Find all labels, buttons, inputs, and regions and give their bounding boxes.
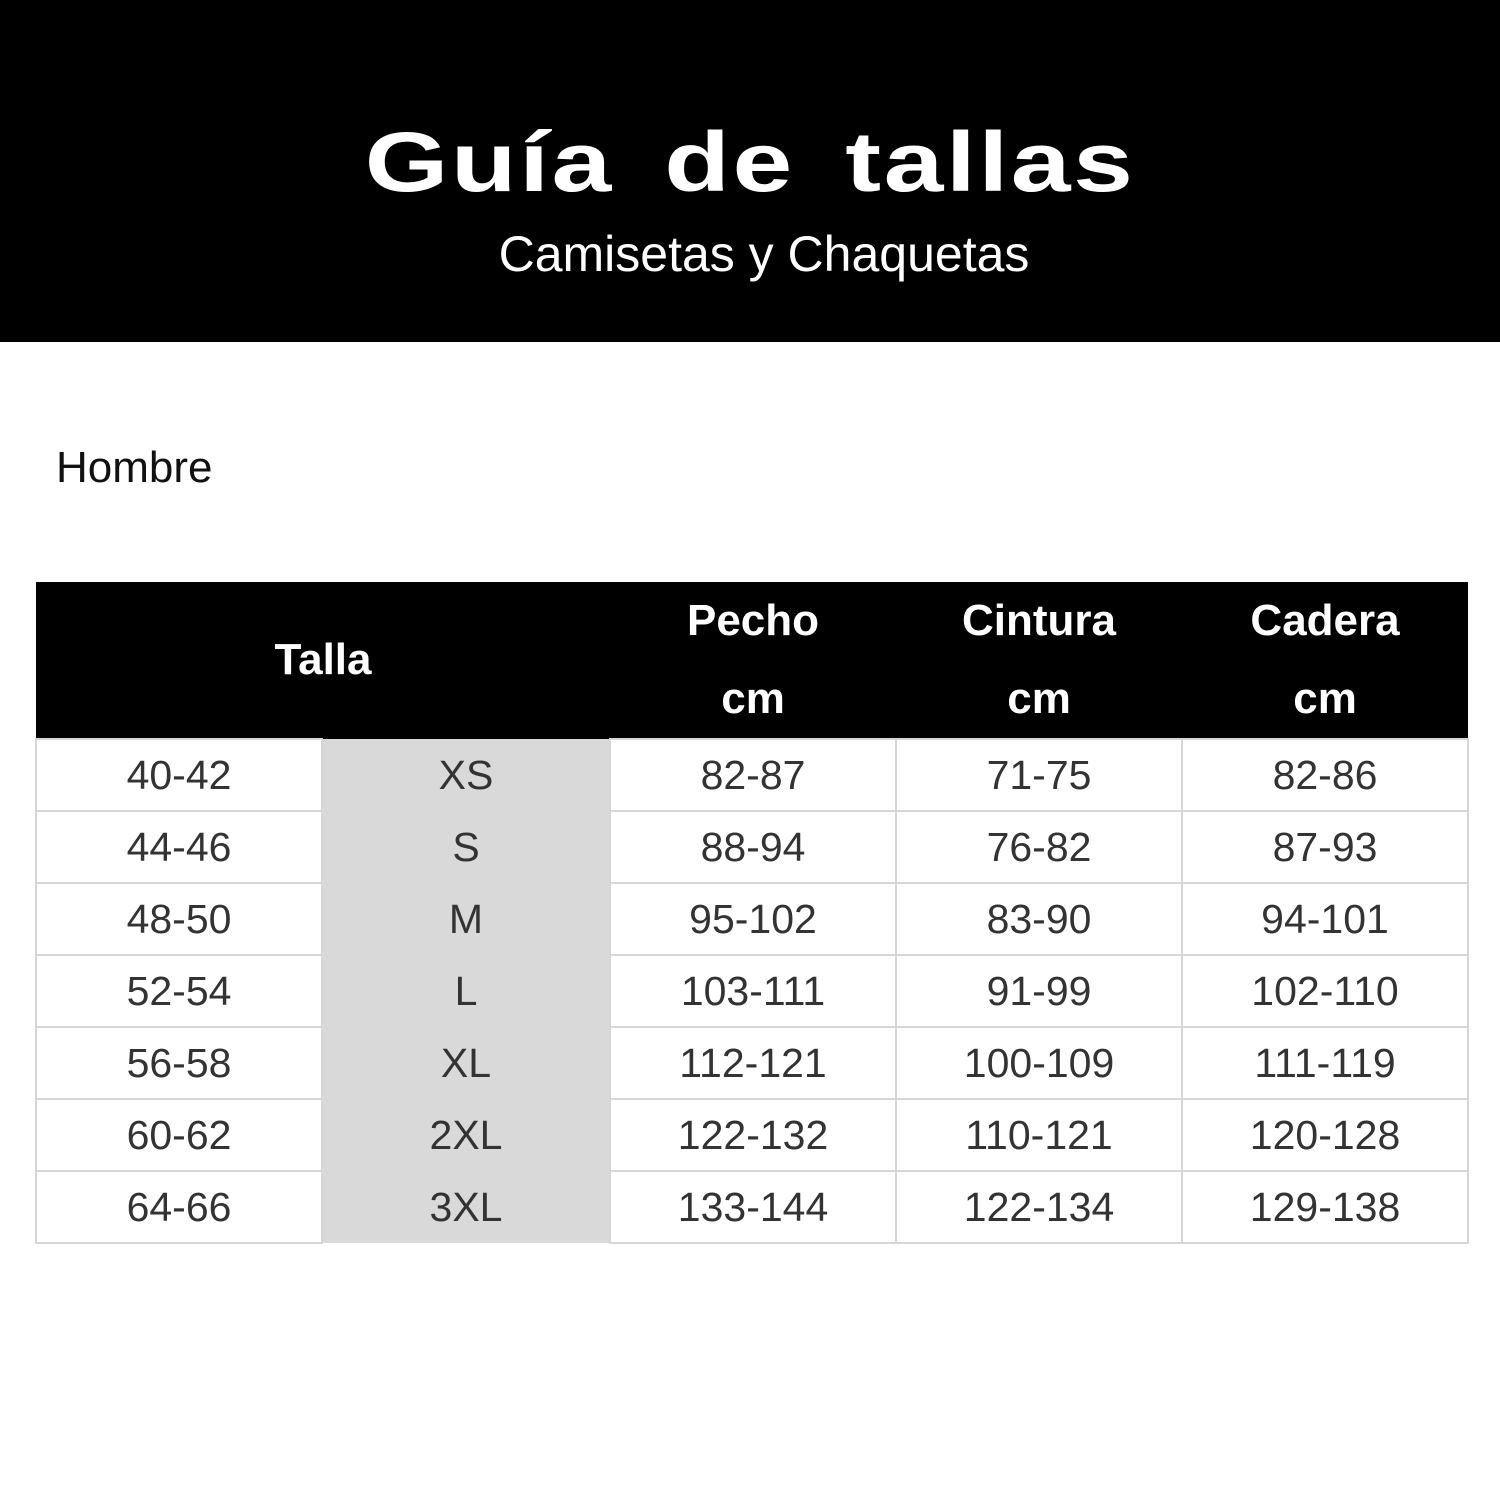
cell-letter-size: L: [320, 955, 612, 1027]
cell-cadera: 82-86: [1181, 738, 1470, 812]
cell-eu-size: 48-50: [35, 882, 323, 956]
cell-cintura: 100-109: [895, 1026, 1184, 1100]
table-row: 52-54 L 103-111 91-99 102-110: [35, 954, 1470, 1028]
cell-cadera: 129-138: [1181, 1170, 1470, 1244]
cell-letter-size: XS: [320, 739, 612, 811]
cell-eu-size: 64-66: [35, 1170, 323, 1244]
cell-letter-size: M: [320, 883, 612, 955]
cell-pecho: 112-121: [609, 1026, 898, 1100]
cell-eu-size: 52-54: [35, 954, 323, 1028]
cell-pecho: 88-94: [609, 810, 898, 884]
cell-letter-size: S: [320, 811, 612, 883]
header-banner: Guía de tallas Camisetas y Chaquetas: [0, 0, 1500, 342]
cell-cintura: 110-121: [895, 1098, 1184, 1172]
table-row: 48-50 M 95-102 83-90 94-101: [35, 882, 1470, 956]
cell-letter-size: 2XL: [320, 1099, 612, 1171]
size-chart-table: Talla Pecho cm Cintura cm Cadera cm 40-42 XS…: [35, 582, 1470, 1244]
header-cintura: Cintura cm: [896, 582, 1183, 739]
cell-pecho: 95-102: [609, 882, 898, 956]
header-pecho: Pecho cm: [610, 582, 897, 739]
cell-letter-size: XL: [320, 1027, 612, 1099]
cell-cintura: 122-134: [895, 1170, 1184, 1244]
cell-pecho: 133-144: [609, 1170, 898, 1244]
cell-eu-size: 56-58: [35, 1026, 323, 1100]
cell-pecho: 82-87: [609, 738, 898, 812]
cell-cintura: 83-90: [895, 882, 1184, 956]
page-title: Guía de tallas: [364, 115, 1136, 209]
cell-cintura: 91-99: [895, 954, 1184, 1028]
header-cadera: Cadera cm: [1182, 582, 1469, 739]
cell-eu-size: 44-46: [35, 810, 323, 884]
cell-cintura: 76-82: [895, 810, 1184, 884]
cell-cadera: 94-101: [1181, 882, 1470, 956]
table-row: 60-62 2XL 122-132 110-121 120-128: [35, 1098, 1470, 1172]
cell-cadera: 111-119: [1181, 1026, 1470, 1100]
section-label: Hombre: [56, 443, 213, 492]
table-row: 56-58 XL 112-121 100-109 111-119: [35, 1026, 1470, 1100]
cell-eu-size: 60-62: [35, 1098, 323, 1172]
table-header-row: Talla Pecho cm Cintura cm Cadera cm: [36, 582, 1469, 739]
page-subtitle: Camisetas y Chaquetas: [498, 226, 1030, 282]
cell-cadera: 120-128: [1181, 1098, 1470, 1172]
table-row: 40-42 XS 82-87 71-75 82-86: [35, 738, 1470, 812]
cell-cadera: 87-93: [1181, 810, 1470, 884]
cell-eu-size: 40-42: [35, 738, 323, 812]
table-row: 64-66 3XL 133-144 122-134 129-138: [35, 1170, 1470, 1244]
cell-cintura: 71-75: [895, 738, 1184, 812]
header-talla: Talla: [36, 582, 611, 739]
cell-cadera: 102-110: [1181, 954, 1470, 1028]
table-row: 44-46 S 88-94 76-82 87-93: [35, 810, 1470, 884]
cell-pecho: 122-132: [609, 1098, 898, 1172]
cell-pecho: 103-111: [609, 954, 898, 1028]
cell-letter-size: 3XL: [320, 1171, 612, 1243]
